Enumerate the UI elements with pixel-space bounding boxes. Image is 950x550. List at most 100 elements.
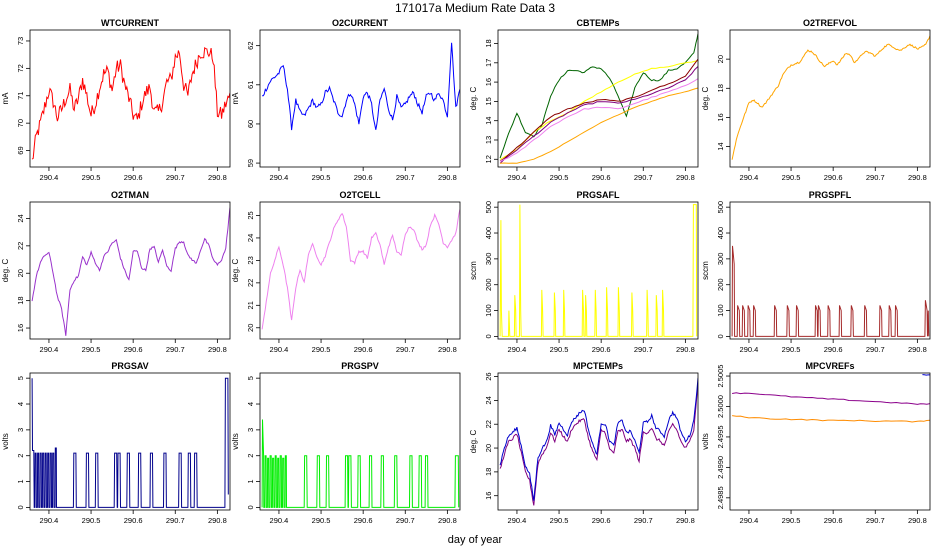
y-tick-label: 18 xyxy=(16,296,25,304)
x-tick-label: 290.7 xyxy=(166,173,185,182)
y-tick-label: 73 xyxy=(16,37,25,45)
x-tick-label: 290.8 xyxy=(908,173,927,182)
x-tick-label: 290.6 xyxy=(824,173,843,182)
panel-frame xyxy=(29,29,231,168)
y-tick-label: 20 xyxy=(16,269,25,277)
x-tick-label: 290.6 xyxy=(592,345,611,354)
x-tick-label: 290.4 xyxy=(270,173,289,182)
x-tick-label: 290.6 xyxy=(824,516,843,525)
series-line-cbtemps-3 xyxy=(499,66,698,164)
panel-title: MPCTEMPs xyxy=(573,361,623,371)
panel-frame xyxy=(259,201,461,340)
y-tick-label: 60 xyxy=(246,120,255,128)
y-tick-label: 18 xyxy=(716,84,725,92)
y-tick-label: 300 xyxy=(484,253,493,266)
x-tick-label: 290.7 xyxy=(166,516,185,525)
y-axis-label: sccm xyxy=(469,261,478,280)
y-tick-label: 23 xyxy=(246,256,255,264)
x-tick-label: 290.4 xyxy=(740,516,759,525)
y-axis-label: deg. C xyxy=(469,429,478,453)
y-tick-label: 0 xyxy=(716,334,725,338)
chart-panel-prgspv: PRGSPV 290.4 290.5 290.6 290.7 290.8 0 1 2 3 4 5 vol… xyxy=(231,361,461,525)
y-tick-label: 500 xyxy=(716,201,725,214)
x-tick-label: 290.5 xyxy=(312,345,331,354)
x-tick-label: 290.8 xyxy=(208,173,227,182)
x-tick-label: 290.6 xyxy=(354,173,373,182)
y-axis-label: volts xyxy=(231,433,240,449)
y-tick-label: 16 xyxy=(16,324,25,332)
panel-title: PRGSPV xyxy=(341,361,379,371)
chart-panel-prgsav: PRGSAV 290.4 290.5 290.6 290.7 290.8 0 1 2 3 4 5 vol… xyxy=(1,361,231,525)
chart-panel-o2tman: O2TMAN 290.4 290.5 290.6 290.7 290.8 16 18 20 22 2… xyxy=(1,190,231,354)
y-tick-label: 15 xyxy=(484,97,493,105)
y-tick-label: 2 xyxy=(16,454,25,458)
series-line-o2tman-0 xyxy=(31,207,230,336)
y-tick-label: 22 xyxy=(484,420,493,428)
series-line-cbtemps-2 xyxy=(499,58,698,162)
y-tick-label: 5 xyxy=(246,376,255,380)
chart-panel-o2trefvol: O2TREFVOL 290.4 290.5 290.6 290.7 290.8 14 16 18… xyxy=(701,18,931,182)
series-line-o2current-0 xyxy=(262,42,460,131)
y-tick-label: 16 xyxy=(484,78,493,86)
x-tick-label: 290.7 xyxy=(634,345,653,354)
x-tick-label: 290.5 xyxy=(782,345,801,354)
x-tick-label: 290.8 xyxy=(676,173,695,182)
x-tick-label: 290.5 xyxy=(782,516,801,525)
panel-frame xyxy=(729,29,931,168)
panel-title: O2TREFVOL xyxy=(803,18,858,28)
y-tick-label: 2.4990 xyxy=(716,456,725,479)
y-tick-label: 100 xyxy=(716,304,725,317)
y-tick-label: 12 xyxy=(484,155,493,163)
y-tick-label: 71 xyxy=(16,92,25,100)
y-tick-label: 100 xyxy=(484,304,493,317)
x-tick-label: 290.7 xyxy=(396,516,415,525)
chart-panel-mpcvrefs: MPCVREFs 290.4 290.5 290.6 290.7 290.8 2.4985 2… xyxy=(701,361,931,525)
x-tick-label: 290.4 xyxy=(40,516,59,525)
x-tick-label: 290.4 xyxy=(740,345,759,354)
chart-panel-o2tcell: O2TCELL 290.4 290.5 290.6 290.7 290.8 20 21 22 23… xyxy=(231,190,461,354)
panel-frame xyxy=(29,372,231,511)
x-tick-label: 290.7 xyxy=(396,345,415,354)
y-tick-label: 70 xyxy=(16,119,25,127)
x-tick-label: 290.8 xyxy=(438,516,457,525)
x-tick-label: 290.6 xyxy=(592,173,611,182)
series-line-wtcurrent-0 xyxy=(31,46,230,160)
y-tick-label: 3 xyxy=(16,428,25,432)
chart-panel-cbtemps: CBTEMPs 290.4 290.5 290.6 290.7 290.8 12 13 14 15… xyxy=(469,18,699,182)
series-line-mpcvrefs-1 xyxy=(732,392,930,405)
x-tick-label: 290.4 xyxy=(270,516,289,525)
y-tick-label: 2.5005 xyxy=(716,365,725,388)
y-axis-label: deg. C xyxy=(469,86,478,110)
y-axis-label: mA xyxy=(1,92,10,105)
y-tick-label: 2 xyxy=(246,454,255,458)
y-tick-label: 0 xyxy=(484,334,493,338)
panel-title: O2TMAN xyxy=(111,190,149,200)
x-tick-label: 290.5 xyxy=(550,516,569,525)
chart-panel-prgspfl: PRGSPFL 290.4 290.5 290.6 290.7 290.8 0 100 200 3… xyxy=(701,190,931,354)
y-axis-label: deg. C xyxy=(701,86,710,110)
y-tick-label: 2.5000 xyxy=(716,395,725,418)
chart-panel-o2current: O2CURRENT 290.4 290.5 290.6 290.7 290.8 59 60 61… xyxy=(231,18,461,182)
y-tick-label: 0 xyxy=(246,505,255,509)
series-line-cbtemps-4 xyxy=(499,78,698,162)
y-tick-label: 24 xyxy=(484,396,493,404)
x-tick-label: 290.6 xyxy=(124,345,143,354)
panel-frame xyxy=(497,29,699,168)
y-tick-label: 5 xyxy=(16,376,25,380)
y-tick-label: 1 xyxy=(16,479,25,483)
y-axis-label: volts xyxy=(1,433,10,449)
panel-title: WTCURRENT xyxy=(101,18,159,28)
x-tick-label: 290.8 xyxy=(908,516,927,525)
series-line-prgspv-0 xyxy=(261,419,460,508)
y-tick-label: 59 xyxy=(246,159,255,167)
y-tick-label: 26 xyxy=(484,372,493,380)
x-tick-label: 290.4 xyxy=(40,173,59,182)
series-line-prgspfl-0 xyxy=(731,245,930,337)
x-tick-label: 290.4 xyxy=(740,173,759,182)
y-tick-label: 18 xyxy=(484,39,493,47)
series-line-o2trefvol-0 xyxy=(731,35,930,160)
x-tick-label: 290.7 xyxy=(866,516,885,525)
series-line-cbtemps-0 xyxy=(499,33,698,159)
x-tick-label: 290.8 xyxy=(208,516,227,525)
